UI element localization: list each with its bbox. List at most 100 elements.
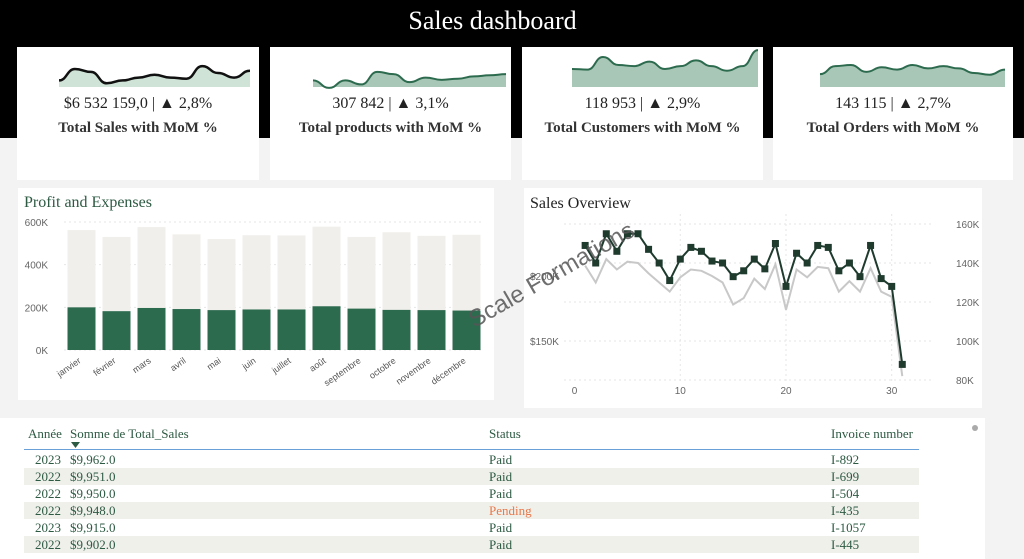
table-row[interactable]: 2022 $9,950.0 Paid I-504 [24,485,919,502]
data-point [708,257,716,265]
cell-sales: $9,902.0 [70,537,116,552]
y-tick-label: 0K [36,346,49,357]
column-header-year[interactable]: Année [28,426,62,441]
x-tick-label: 20 [780,386,792,397]
data-point [898,360,906,368]
cell-status: Paid [489,469,513,484]
page-title: Sales dashboard [408,6,577,35]
data-point [729,273,737,281]
y-tick-label: 200K [25,303,49,314]
bar-profit [417,310,446,350]
cell-year: 2022 [35,537,61,552]
x-tick-label: novembre [394,355,433,386]
sparkline [819,63,1006,87]
sparkline [312,70,507,89]
right-tick-label: 140K [956,259,980,270]
column-header-invoice[interactable]: Invoice number [831,426,913,441]
data-point [814,241,822,249]
data-point [835,267,843,275]
data-point [845,259,853,267]
scrollbar-thumb[interactable] [972,425,978,431]
bar-profit [382,309,411,350]
cell-invoice: I-1057 [831,520,866,535]
sparkline-area [572,50,758,87]
kpi-value: 143 115 | ▲ 2,7% [835,95,951,112]
kpi-label: Total Orders with MoM % [806,120,980,136]
bar-profit [102,311,131,350]
left-tick-label: $200K [530,272,559,283]
kpi-card-total-sales[interactable]: $6 532 159,0 | ▲ 2,8% Total Sales with M… [17,47,259,180]
bar-profit [452,310,481,350]
cell-invoice: I-445 [831,537,860,552]
sparkline-line [58,64,251,85]
right-tick-label: 100K [956,337,980,348]
x-tick-label: août [308,355,328,374]
right-tick-label: 120K [956,298,980,309]
data-point [750,255,758,263]
x-tick-label: février [91,355,117,378]
chart-title: Sales Overview [530,195,631,212]
table-row[interactable]: 2022 $9,948.0 Pending I-435 [24,502,919,519]
kpi-label: Total Sales with MoM % [58,120,218,136]
left-tick-label: $150K [530,337,559,348]
sales-overview-chart: 80K 100K 120K 140K 160K $150K $200K 0 10 20 30 [530,214,980,397]
data-point [761,265,769,273]
sparkline [571,49,759,87]
bar-profit [137,307,166,350]
x-tick-label: juillet [269,355,293,376]
kpi-value: 118 953 | ▲ 2,9% [584,95,701,112]
cell-year: 2023 [35,452,61,467]
right-tick-label: 80K [956,376,974,387]
series-line-left [584,257,904,377]
sparkline-line [312,70,507,89]
table-row[interactable]: 2022 $9,902.0 Paid I-445 [24,536,919,553]
sort-descending-icon[interactable] [71,442,80,448]
x-tick-label: mai [205,355,223,372]
data-point [877,275,885,283]
profit-expenses-panel[interactable]: Profit and Expenses 0K 200K 400K 600K janvie… [18,188,494,400]
data-point [856,273,864,281]
data-point [824,243,832,251]
cell-sales: $9,950.0 [70,486,116,501]
kpi-card-total-products[interactable]: 307 842 | ▲ 3,1% Total products with MoM… [270,47,511,180]
kpi-value: $6 532 159,0 | ▲ 2,8% [63,95,213,112]
profit-expenses-chart: 0K 200K 400K 600K janvier février mars avril mai… [25,218,484,388]
bar-profit [312,306,341,350]
bar-profit [242,309,271,350]
cell-year: 2023 [35,520,61,535]
x-tick-label: 30 [886,386,898,397]
kpi-label: Total Customers with MoM % [544,120,741,136]
table-row[interactable]: 2022 $9,951.0 Paid I-699 [24,468,919,485]
x-tick-label: septembre [322,355,363,388]
x-tick-label: 10 [675,386,687,397]
sales-overview-panel[interactable]: Sales Overview 80K 100K 120K 140K 160K $150K $… [524,188,982,408]
data-point [782,282,790,290]
data-point [687,243,695,251]
kpi-value: 307 842 | ▲ 3,1% [332,95,449,112]
y-tick-label: 400K [25,261,49,272]
cell-invoice: I-504 [831,486,860,501]
cell-sales: $9,951.0 [70,469,116,484]
x-tick-label: 0 [572,386,578,397]
x-tick-label: mars [131,355,154,375]
data-point [581,241,589,249]
table-row[interactable]: 2023 $9,915.0 Paid I-1057 [24,519,919,536]
data-point [613,247,621,255]
kpi-card-total-orders[interactable]: 143 115 | ▲ 2,7% Total Orders with MoM % [773,47,1013,180]
y-tick-label: 600K [25,218,49,229]
cell-sales: $9,948.0 [70,503,116,518]
bar-profit [277,309,306,350]
column-header-total-sales[interactable]: Somme de Total_Sales [70,426,189,441]
column-header-status[interactable]: Status [489,426,521,441]
table-row[interactable]: 2023 $9,962.0 Paid I-892 [24,451,919,468]
cell-year: 2022 [35,486,61,501]
cell-invoice: I-435 [831,503,860,518]
cell-status: Paid [489,452,513,467]
kpi-label: Total products with MoM % [298,120,483,136]
kpi-card-total-customers[interactable]: 118 953 | ▲ 2,9% Total Customers with Mo… [522,47,763,180]
header-divider [24,449,919,450]
data-point [623,230,631,238]
data-point [602,230,610,238]
cell-invoice: I-892 [831,452,860,467]
x-tick-label: juin [240,355,258,372]
